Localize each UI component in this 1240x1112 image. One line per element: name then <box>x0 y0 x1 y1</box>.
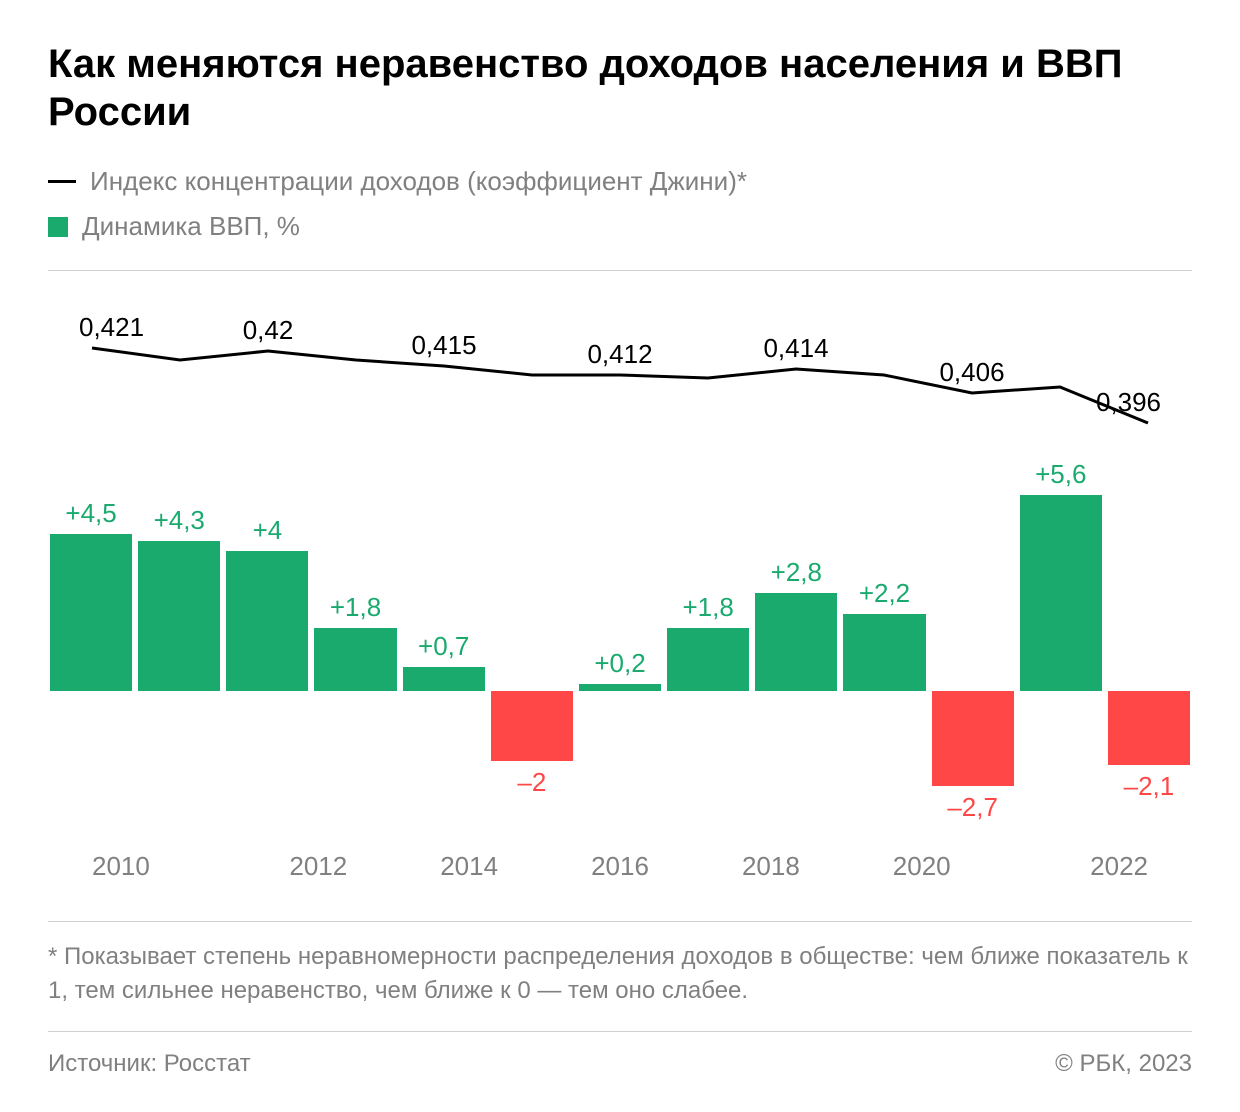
divider <box>48 270 1192 271</box>
gdp-bar-label: +4,3 <box>136 505 222 536</box>
legend-bar-label: Динамика ВВП, % <box>82 211 300 242</box>
x-axis-label: 2014 <box>394 851 545 901</box>
gdp-bar <box>1108 691 1190 765</box>
footnote: * Показывает степень неравномерности рас… <box>48 921 1192 1007</box>
gdp-bar-label: +1,8 <box>665 592 751 623</box>
gdp-bars: +4,5+4,3+4+1,8+0,7–2+0,2+1,8+2,8+2,2–2,7… <box>48 281 1192 841</box>
legend-item-bar: Динамика ВВП, % <box>48 211 1192 242</box>
bar-slot: +4,5 <box>48 281 134 841</box>
footer-source: Источник: Росстат <box>48 1050 251 1078</box>
gdp-bar <box>932 691 1014 786</box>
legend-item-line: Индекс концентрации доходов (коэффициент… <box>48 166 1192 197</box>
gdp-bar-label: +0,2 <box>577 648 663 679</box>
bar-slot: +5,6 <box>1018 281 1104 841</box>
x-axis-label: 2020 <box>846 851 997 901</box>
gdp-bar-label: +2,8 <box>753 557 839 588</box>
bar-slot: –2,7 <box>930 281 1016 841</box>
gdp-bar-label: +2,2 <box>841 578 927 609</box>
chart-container: Как меняются неравенство доходов населен… <box>0 0 1240 1108</box>
gdp-bar <box>314 628 396 691</box>
footer-copyright: © РБК, 2023 <box>1055 1050 1192 1078</box>
gdp-bar-label: +1,8 <box>312 592 398 623</box>
gdp-bar-label: +4 <box>224 515 310 546</box>
gdp-bar <box>755 593 837 691</box>
x-axis-label: 2010 <box>92 851 243 901</box>
gdp-bar-label: +5,6 <box>1018 459 1104 490</box>
gdp-bar <box>1020 495 1102 691</box>
gdp-bar <box>667 628 749 691</box>
legend-line-marker <box>48 180 76 183</box>
bar-slot: –2,1 <box>1106 281 1192 841</box>
gdp-bar-label: +0,7 <box>401 631 487 662</box>
x-axis-label: 2022 <box>997 851 1148 901</box>
bar-slot: +1,8 <box>665 281 751 841</box>
legend: Индекс концентрации доходов (коэффициент… <box>48 166 1192 242</box>
gdp-bar <box>50 534 132 692</box>
gdp-bar-label: –2 <box>489 767 575 798</box>
legend-bar-marker <box>48 217 68 237</box>
x-axis-label: 2012 <box>243 851 394 901</box>
x-axis-label: 2016 <box>545 851 696 901</box>
bar-slot: +1,8 <box>312 281 398 841</box>
bar-slot: +4 <box>224 281 310 841</box>
bar-slot: +2,2 <box>841 281 927 841</box>
gdp-bar-label: –2,7 <box>930 792 1016 823</box>
gdp-bar-label: +4,5 <box>48 498 134 529</box>
gdp-bar-label: –2,1 <box>1106 771 1192 802</box>
bar-slot: +0,7 <box>401 281 487 841</box>
footer: Источник: Росстат © РБК, 2023 <box>48 1031 1192 1078</box>
gdp-bar <box>138 541 220 692</box>
bar-slot: +2,8 <box>753 281 839 841</box>
gdp-bar <box>226 551 308 691</box>
gdp-bar <box>403 667 485 692</box>
legend-line-label: Индекс концентрации доходов (коэффициент… <box>90 166 747 197</box>
bar-slot: –2 <box>489 281 575 841</box>
plot-area: 0,4210,420,4150,4120,4140,4060,396 +4,5+… <box>48 281 1192 901</box>
gdp-bar <box>491 691 573 761</box>
x-axis: 2010201220142016201820202022 <box>48 851 1192 901</box>
x-axis-label: 2018 <box>695 851 846 901</box>
chart-title: Как меняются неравенство доходов населен… <box>48 40 1192 136</box>
gdp-bar <box>843 614 925 691</box>
gdp-bar <box>579 684 661 691</box>
bar-slot: +0,2 <box>577 281 663 841</box>
bar-slot: +4,3 <box>136 281 222 841</box>
